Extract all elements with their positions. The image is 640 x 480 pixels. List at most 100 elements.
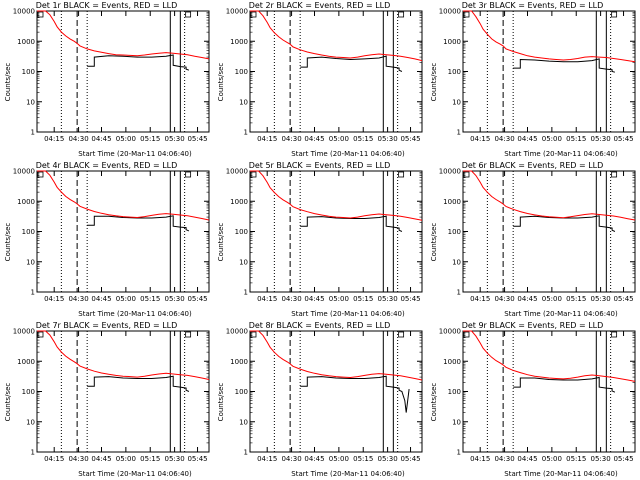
x-tick-label: 05:45	[187, 455, 207, 463]
y-axis-label: Counts/sec	[217, 222, 225, 262]
y-tick-label: 1	[244, 449, 248, 457]
x-axis-label: Start Time (20-Mar-11 04:06:40)	[291, 150, 405, 158]
x-tick-label: 04:15	[257, 135, 277, 143]
x-tick-label: 04:30	[281, 295, 301, 303]
corner-marker-right	[611, 171, 618, 178]
chart-panel: 1 10 100 1000 10000 04:15 04:30 04:45 05:00 05:15…	[426, 160, 639, 320]
x-tick-label: 05:15	[566, 295, 586, 303]
x-tick-label: 05:00	[329, 135, 349, 143]
y-axis-label: Counts/sec	[217, 382, 225, 422]
x-tick-label: 04:15	[257, 295, 277, 303]
chart-svg: 1 10 100 1000 10000 04:15 04:30 04:45 05:00 05:15…	[439, 8, 636, 143]
y-tick-label: 10000	[13, 8, 35, 16]
chart-panel: 1 10 100 1000 10000 04:15 04:30 04:45 05:00 05:15…	[0, 0, 213, 160]
x-axis-label: Start Time (20-Mar-11 04:06:40)	[504, 150, 618, 158]
x-tick-label: 04:30	[494, 295, 514, 303]
y-axis-label: Counts/sec	[430, 62, 438, 102]
corner-marker-right	[398, 171, 405, 178]
x-tick-label: 04:45	[517, 455, 537, 463]
x-tick-label: 05:30	[591, 455, 611, 463]
x-tick-label: 05:00	[542, 455, 562, 463]
y-tick-label: 1000	[17, 198, 35, 206]
x-tick-label: 04:30	[68, 135, 88, 143]
y-tick-label: 1000	[17, 38, 35, 46]
x-tick-label: 05:00	[116, 455, 136, 463]
x-tick-label: 05:30	[378, 135, 398, 143]
x-tick-label: 04:15	[257, 455, 277, 463]
x-tick-label: 04:15	[44, 455, 64, 463]
x-tick-label: 05:30	[591, 135, 611, 143]
y-tick-label: 100	[448, 388, 461, 396]
x-tick-label: 05:45	[613, 135, 633, 143]
y-tick-label: 1	[244, 289, 248, 297]
corner-marker-left	[463, 171, 470, 178]
y-tick-label: 10	[452, 258, 461, 266]
x-tick-label: 05:30	[378, 295, 398, 303]
corner-marker-left	[250, 331, 257, 338]
x-tick-label: 04:45	[517, 135, 537, 143]
chart-title: Det 9r BLACK = Events, RED = LLD	[461, 321, 604, 330]
y-tick-label: 10000	[226, 8, 248, 16]
x-tick-label: 05:15	[140, 455, 160, 463]
events-series-line	[513, 58, 616, 73]
x-tick-label: 05:00	[116, 295, 136, 303]
y-tick-label: 1000	[443, 38, 461, 46]
y-tick-label: 1	[31, 289, 35, 297]
y-tick-label: 10	[26, 98, 35, 106]
x-tick-label: 05:45	[400, 455, 420, 463]
y-tick-label: 1	[457, 449, 461, 457]
y-tick-label: 100	[22, 388, 35, 396]
plot-frame	[249, 330, 423, 453]
plot-frame	[249, 170, 423, 293]
x-tick-label: 05:30	[591, 295, 611, 303]
y-tick-label: 10	[26, 418, 35, 426]
y-tick-label: 1	[31, 449, 35, 457]
y-tick-label: 10000	[439, 168, 461, 176]
x-tick-label: 04:30	[494, 135, 514, 143]
y-tick-label: 10000	[226, 168, 248, 176]
x-tick-label: 04:30	[68, 455, 88, 463]
plot-frame	[249, 10, 423, 133]
x-tick-label: 05:45	[187, 135, 207, 143]
x-tick-label: 05:45	[613, 455, 633, 463]
y-axis-label: Counts/sec	[430, 222, 438, 262]
y-tick-label: 10000	[439, 328, 461, 336]
events-series-line	[87, 375, 190, 392]
chart-panel: 1 10 100 1000 10000 04:15 04:30 04:45 05:00 05:15…	[426, 0, 639, 160]
y-axis-label: Counts/sec	[217, 62, 225, 102]
y-tick-label: 1000	[230, 38, 248, 46]
x-tick-label: 05:00	[329, 295, 349, 303]
x-tick-label: 04:45	[517, 295, 537, 303]
corner-marker-right	[185, 11, 192, 18]
x-tick-label: 04:30	[281, 135, 301, 143]
lld-series-line	[463, 10, 636, 63]
x-tick-label: 05:30	[165, 135, 185, 143]
y-tick-label: 100	[235, 68, 248, 76]
corner-marker-left	[37, 11, 44, 18]
y-axis-label: Counts/sec	[4, 382, 12, 422]
y-tick-label: 100	[235, 388, 248, 396]
y-tick-label: 1000	[17, 358, 35, 366]
y-tick-label: 10000	[13, 168, 35, 176]
y-tick-label: 100	[22, 68, 35, 76]
y-tick-label: 100	[448, 228, 461, 236]
chart-title: Det 5r BLACK = Events, RED = LLD	[248, 161, 391, 170]
corner-marker-right	[398, 331, 405, 338]
x-tick-label: 05:30	[165, 455, 185, 463]
plot-frame	[36, 170, 210, 293]
chart-svg: 1 10 100 1000 10000 04:15 04:30 04:45 05:00 05:15…	[226, 8, 423, 143]
x-axis-label: Start Time (20-Mar-11 04:06:40)	[78, 310, 192, 318]
chart-svg: 1 10 100 1000 10000 04:15 04:30 04:45 05:00 05:15…	[13, 168, 210, 303]
corner-marker-right	[398, 11, 405, 18]
lld-series-line	[37, 330, 210, 380]
x-tick-label: 05:15	[140, 135, 160, 143]
plot-frame	[36, 330, 210, 453]
x-tick-label: 05:45	[400, 295, 420, 303]
lld-series-line	[37, 10, 210, 60]
chart-panel: 1 10 100 1000 10000 04:15 04:30 04:45 05:00 05:15…	[213, 0, 426, 160]
y-tick-label: 1000	[443, 198, 461, 206]
chart-svg: 1 10 100 1000 10000 04:15 04:30 04:45 05:00 05:15…	[439, 328, 636, 463]
x-tick-label: 04:15	[44, 135, 64, 143]
events-series-line	[300, 215, 403, 232]
